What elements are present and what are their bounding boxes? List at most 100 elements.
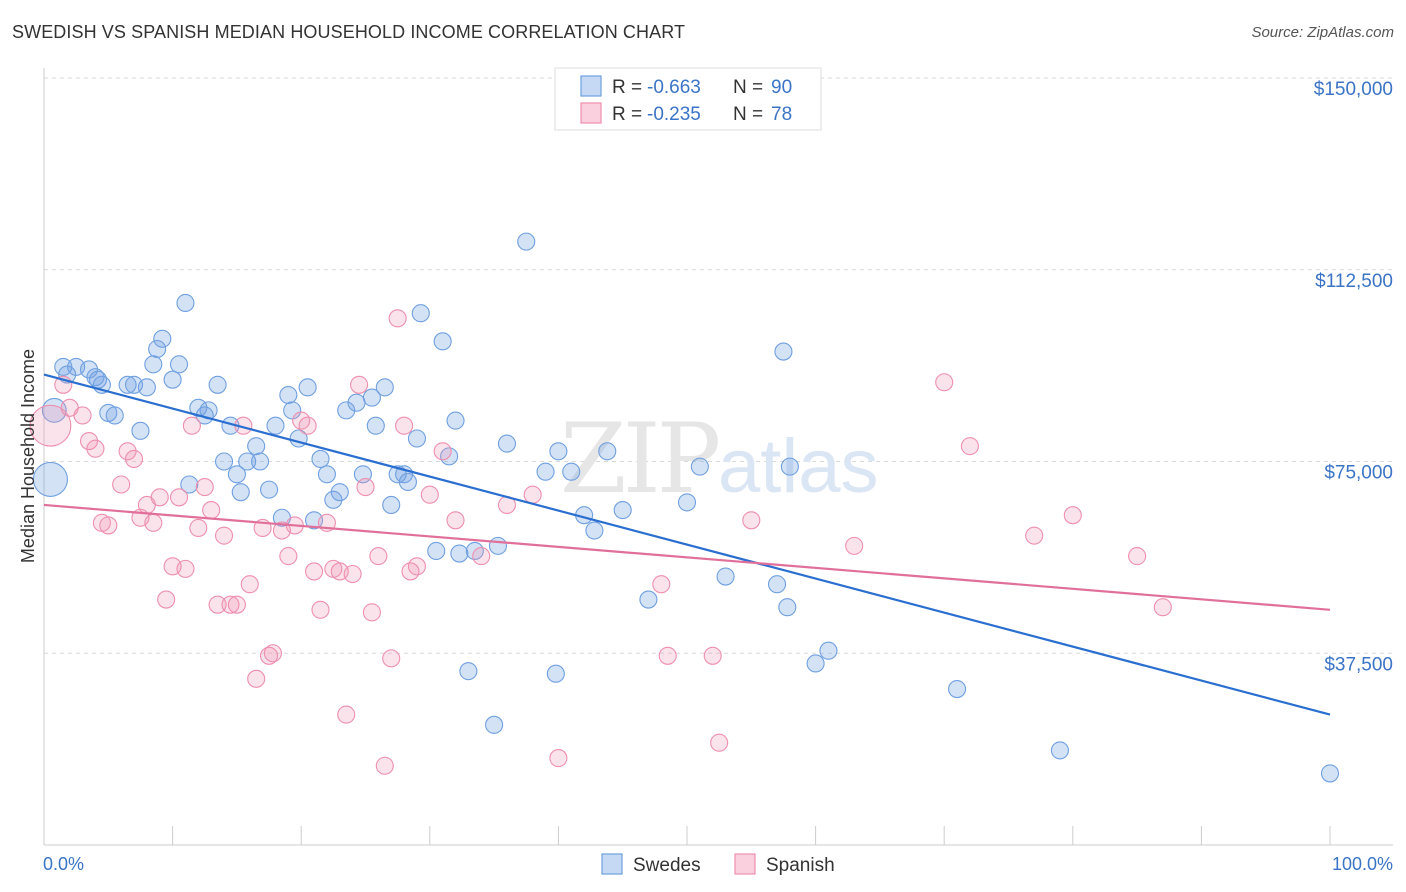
scatter-point-swedes bbox=[446, 411, 465, 430]
series-spanish-points bbox=[29, 309, 1172, 775]
scatter-point-spanish bbox=[703, 646, 722, 665]
scatter-point-spanish bbox=[369, 547, 388, 566]
scatter-point-spanish bbox=[1153, 598, 1172, 617]
scatter-point-swedes bbox=[279, 385, 298, 405]
scatter-point-spanish bbox=[472, 547, 491, 566]
scatter-point-swedes bbox=[780, 457, 799, 476]
legend-r-value-swedes: -0.663 bbox=[647, 77, 701, 98]
scatter-point-spanish bbox=[247, 669, 266, 688]
scatter-point-spanish bbox=[189, 518, 208, 538]
scatter-point-swedes bbox=[382, 495, 401, 515]
scatter-point-swedes bbox=[407, 429, 426, 448]
scatter-point-swedes bbox=[153, 329, 172, 348]
scatter-point-swedes bbox=[806, 654, 825, 673]
legend-n-value-swedes: 90 bbox=[771, 77, 792, 98]
scatter-point-swedes bbox=[337, 401, 356, 420]
scatter-point-swedes bbox=[488, 536, 508, 555]
source-label: Source: ZipAtlas.com bbox=[1251, 24, 1394, 41]
scatter-point-spanish bbox=[382, 649, 401, 668]
legend-swatch-spanish bbox=[580, 102, 602, 124]
bottom-legend: Swedes Spanish bbox=[601, 853, 835, 876]
scatter-point-swedes bbox=[677, 493, 697, 512]
scatter-point-swedes bbox=[41, 397, 67, 423]
scatter-point-spanish bbox=[433, 442, 452, 461]
scatter-point-swedes bbox=[398, 472, 417, 492]
axes bbox=[43, 68, 1393, 846]
scatter-point-spanish bbox=[144, 513, 163, 532]
scatter-point-spanish bbox=[176, 559, 195, 578]
scatter-point-swedes bbox=[131, 421, 150, 440]
scatter-point-swedes bbox=[266, 416, 285, 435]
y-tick-label: $150,000 bbox=[1314, 79, 1393, 100]
scatter-point-swedes bbox=[375, 378, 394, 397]
scatter-point-swedes bbox=[767, 575, 787, 594]
scatter-point-spanish bbox=[99, 516, 118, 535]
legend-r-label-swedes: R = bbox=[612, 77, 647, 98]
scatter-point-swedes bbox=[176, 293, 195, 313]
scatter-point-swedes bbox=[144, 355, 163, 374]
scatter-point-swedes bbox=[819, 641, 838, 660]
scatter-point-swedes bbox=[298, 378, 317, 397]
scatter-point-swedes bbox=[180, 475, 199, 494]
scatter-point-swedes bbox=[427, 541, 446, 561]
x-tick-label-max: 100.0% bbox=[1332, 854, 1393, 874]
scatter-point-spanish bbox=[362, 603, 381, 622]
trend-lines bbox=[43, 373, 1331, 716]
scatter-point-spanish bbox=[343, 564, 362, 584]
scatter-point-swedes bbox=[118, 375, 137, 394]
chart-title: SWEDISH VS SPANISH MEDIAN HOUSEHOLD INCO… bbox=[12, 22, 686, 42]
scatter-point-spanish bbox=[311, 600, 330, 619]
y-axis-label: Median Household Income bbox=[18, 349, 38, 563]
scatter-point-spanish bbox=[79, 431, 99, 451]
scatter-point-swedes bbox=[1050, 741, 1069, 760]
scatter-point-spanish bbox=[221, 595, 240, 614]
scatter-point-spanish bbox=[150, 488, 169, 507]
scatter-point-spanish bbox=[388, 309, 407, 328]
scatter-point-swedes bbox=[247, 437, 266, 456]
scatter-point-swedes bbox=[148, 339, 167, 359]
scatter-point-spanish bbox=[337, 705, 356, 724]
scatter-point-spanish bbox=[240, 575, 259, 594]
scatter-point-swedes bbox=[411, 304, 430, 323]
legend-n-label-swedes: N = bbox=[733, 77, 768, 98]
scatter-point-swedes bbox=[330, 483, 349, 502]
scatter-point-swedes bbox=[311, 449, 330, 468]
legend-n-value-spanish: 78 bbox=[771, 104, 792, 125]
scatter-point-swedes bbox=[231, 483, 250, 502]
scatter-point-swedes bbox=[362, 388, 381, 407]
scatter-point-swedes bbox=[585, 521, 604, 540]
scatter-point-swedes bbox=[948, 679, 967, 699]
scatter-point-spanish bbox=[1128, 547, 1147, 566]
scatter-point-spanish bbox=[658, 646, 677, 665]
scatter-point-spanish bbox=[407, 557, 426, 576]
scatter-point-swedes bbox=[324, 490, 343, 509]
x-tick-label-min: 0.0% bbox=[43, 854, 84, 874]
scatter-point-spanish bbox=[157, 590, 176, 609]
scatter-point-swedes bbox=[283, 401, 302, 420]
scatter-point-spanish bbox=[549, 749, 568, 768]
scatter-point-spanish bbox=[305, 562, 324, 581]
scatter-point-swedes bbox=[1320, 764, 1340, 783]
scatter-point-swedes bbox=[536, 462, 555, 481]
scatter-point-swedes bbox=[208, 375, 227, 394]
scatter-point-swedes bbox=[613, 501, 632, 520]
scatter-point-spanish bbox=[195, 478, 214, 497]
scatter-point-spanish bbox=[112, 475, 131, 494]
scatter-point-spanish bbox=[523, 485, 542, 504]
legend-n-label-spanish: N = bbox=[733, 104, 768, 125]
scatter-point-spanish bbox=[118, 442, 137, 461]
scatter-point-swedes bbox=[347, 393, 366, 412]
scatter-point-swedes bbox=[227, 465, 246, 484]
scatter-point-swedes bbox=[546, 664, 565, 683]
scatter-point-swedes bbox=[105, 406, 124, 425]
scatter-point-spanish bbox=[86, 439, 105, 458]
scatter-point-swedes bbox=[690, 457, 709, 476]
scatter-point-spanish bbox=[208, 595, 227, 614]
bottom-legend-swatch-spanish bbox=[734, 853, 756, 875]
scatter-point-spanish bbox=[845, 536, 864, 555]
scatter-point-spanish bbox=[395, 416, 414, 435]
legend-swatch-swedes bbox=[580, 75, 602, 97]
scatter-point-swedes bbox=[517, 232, 536, 251]
scatter-point-swedes bbox=[774, 342, 793, 361]
